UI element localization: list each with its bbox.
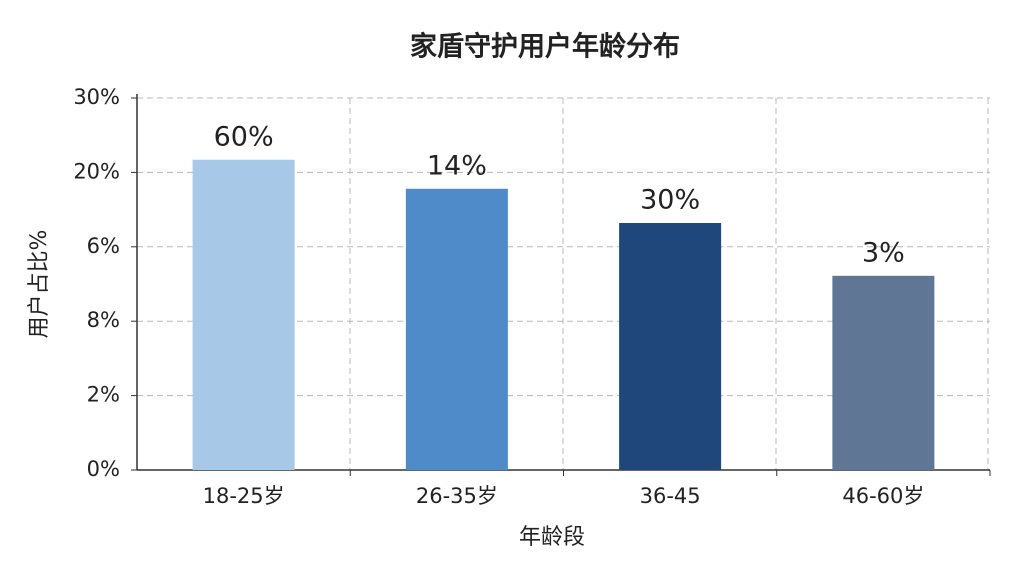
bar (192, 159, 295, 470)
data-label: 60% (214, 121, 274, 152)
data-label: 3% (862, 237, 905, 268)
bar (832, 275, 935, 470)
y-tick-label: 8% (87, 308, 120, 332)
x-tick-label: 36-45 (640, 484, 701, 508)
y-tick-label: 30% (73, 85, 120, 109)
y-tick-label: 2% (87, 383, 120, 407)
y-tick-label: 0% (87, 457, 120, 481)
x-tick-label: 46-60岁 (842, 484, 924, 508)
chart-title: 家盾守护用户年龄分布 (410, 31, 680, 63)
bar (619, 222, 722, 470)
data-label: 14% (427, 150, 487, 181)
y-axis-label: 用户占比% (27, 230, 52, 339)
x-tick-label: 26-35岁 (416, 484, 498, 508)
x-tick-label: 18-25岁 (203, 484, 285, 508)
bar (405, 188, 508, 470)
data-label: 30% (640, 184, 700, 215)
y-tick-label: 6% (87, 234, 120, 258)
y-tick-label: 20% (73, 159, 120, 183)
x-axis-label: 年龄段 (519, 525, 585, 550)
